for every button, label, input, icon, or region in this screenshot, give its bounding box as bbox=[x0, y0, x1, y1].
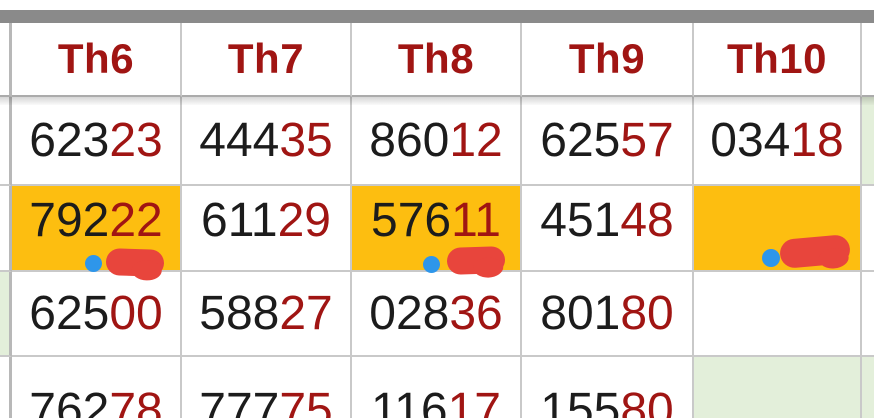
table-cell-th10-r4[interactable] bbox=[694, 357, 862, 418]
number-black-part: 576 bbox=[371, 194, 452, 247]
number-black-part: 588 bbox=[199, 286, 280, 340]
frozen-left-header-cell[interactable] bbox=[0, 23, 12, 97]
number-table: Th6 Th7 Th8 Th9 Th10 623 23 444 35 860 12 6… bbox=[0, 23, 874, 418]
red-oval-marker-icon bbox=[778, 234, 852, 269]
number-red-part: 29 bbox=[277, 194, 331, 247]
number-red-part: 17 bbox=[447, 384, 501, 418]
number-black-part: 116 bbox=[371, 384, 448, 418]
table-cell-th10-r3[interactable] bbox=[694, 272, 862, 357]
number-black-part: 028 bbox=[369, 286, 450, 340]
number-red-part: 48 bbox=[620, 194, 674, 247]
top-white-strip bbox=[0, 0, 874, 10]
table-cell-th9-r2[interactable]: 451 48 bbox=[522, 186, 694, 272]
number-black-part: 611 bbox=[201, 194, 278, 247]
number-black-part: 625 bbox=[540, 113, 621, 167]
number-black-part: 625 bbox=[29, 286, 110, 340]
number-black-part: 444 bbox=[199, 113, 280, 167]
blue-dot-icon bbox=[423, 256, 440, 273]
right-edge-cell[interactable] bbox=[862, 357, 874, 418]
column-header-label: Th7 bbox=[227, 35, 305, 82]
column-header-label: Th8 bbox=[397, 35, 475, 82]
table-cell-th7-r4[interactable]: 777 75 bbox=[182, 357, 352, 418]
number-red-part: 57 bbox=[620, 113, 674, 167]
blue-dot-icon bbox=[762, 249, 780, 267]
table-cell-th10-r1[interactable]: 034 18 bbox=[694, 97, 862, 186]
table-cell-th8-r1[interactable]: 860 12 bbox=[352, 97, 522, 186]
column-header-label: Th6 bbox=[57, 35, 135, 82]
table-cell-th7-r2[interactable]: 611 29 bbox=[182, 186, 352, 272]
frozen-left-cell[interactable] bbox=[0, 357, 12, 418]
number-red-part: 80 bbox=[620, 286, 674, 340]
frozen-left-cell[interactable] bbox=[0, 272, 12, 357]
table-cell-th6-r4[interactable]: 762 78 bbox=[12, 357, 182, 418]
table-cell-th9-r4[interactable]: 155 80 bbox=[522, 357, 694, 418]
table-cell-th6-r1[interactable]: 623 23 bbox=[12, 97, 182, 186]
table-cell-th10-r2[interactable] bbox=[694, 186, 862, 272]
table-cell-th7-r3[interactable]: 588 27 bbox=[182, 272, 352, 357]
number-red-part: 22 bbox=[109, 194, 163, 247]
frozen-left-cell[interactable] bbox=[0, 186, 12, 272]
number-red-part: 78 bbox=[109, 384, 163, 418]
number-red-part: 35 bbox=[279, 113, 333, 167]
table-cell-th8-r4[interactable]: 116 17 bbox=[352, 357, 522, 418]
number-red-part: 11 bbox=[451, 194, 501, 247]
column-header-label: Th10 bbox=[726, 35, 828, 82]
number-red-part: 36 bbox=[449, 286, 503, 340]
number-black-part: 860 bbox=[369, 113, 450, 167]
right-edge-header-cell[interactable] bbox=[862, 23, 874, 97]
number-red-part: 00 bbox=[109, 286, 163, 340]
collapsed-row-bar[interactable] bbox=[0, 10, 874, 23]
table-cell-th9-r3[interactable]: 801 80 bbox=[522, 272, 694, 357]
number-black-part: 792 bbox=[29, 194, 110, 247]
number-black-part: 034 bbox=[710, 113, 791, 167]
table-cell-th9-r1[interactable]: 625 57 bbox=[522, 97, 694, 186]
number-red-part: 80 bbox=[620, 384, 674, 418]
red-oval-marker-icon bbox=[446, 245, 506, 276]
number-red-part: 23 bbox=[109, 113, 163, 167]
number-black-part: 451 bbox=[540, 194, 621, 247]
column-header-label: Th9 bbox=[568, 35, 646, 82]
number-red-part: 75 bbox=[279, 384, 333, 418]
column-header-th7[interactable]: Th7 bbox=[182, 23, 352, 97]
number-black-part: 801 bbox=[540, 286, 621, 340]
number-black-part: 777 bbox=[199, 384, 280, 418]
column-header-th6[interactable]: Th6 bbox=[12, 23, 182, 97]
right-edge-cell[interactable] bbox=[862, 272, 874, 357]
right-edge-cell[interactable] bbox=[862, 97, 874, 186]
number-red-part: 27 bbox=[279, 286, 333, 340]
number-red-part: 18 bbox=[790, 113, 844, 167]
right-edge-cell[interactable] bbox=[862, 186, 874, 272]
column-header-th10[interactable]: Th10 bbox=[694, 23, 862, 97]
table-cell-th6-r3[interactable]: 625 00 bbox=[12, 272, 182, 357]
table-cell-th8-r2[interactable]: 576 11 bbox=[352, 186, 522, 276]
number-black-part: 762 bbox=[29, 384, 110, 418]
red-oval-marker-icon bbox=[105, 247, 165, 278]
column-header-th9[interactable]: Th9 bbox=[522, 23, 694, 97]
frozen-left-cell[interactable] bbox=[0, 97, 12, 186]
table-cell-th6-r2[interactable]: 792 22 bbox=[12, 186, 182, 278]
number-black-part: 155 bbox=[540, 384, 621, 418]
number-black-part: 623 bbox=[29, 113, 110, 167]
table-cell-th8-r3[interactable]: 028 36 bbox=[352, 272, 522, 357]
number-red-part: 12 bbox=[449, 113, 503, 167]
table-cell-th7-r1[interactable]: 444 35 bbox=[182, 97, 352, 186]
column-header-th8[interactable]: Th8 bbox=[352, 23, 522, 97]
blue-dot-icon bbox=[85, 255, 102, 272]
